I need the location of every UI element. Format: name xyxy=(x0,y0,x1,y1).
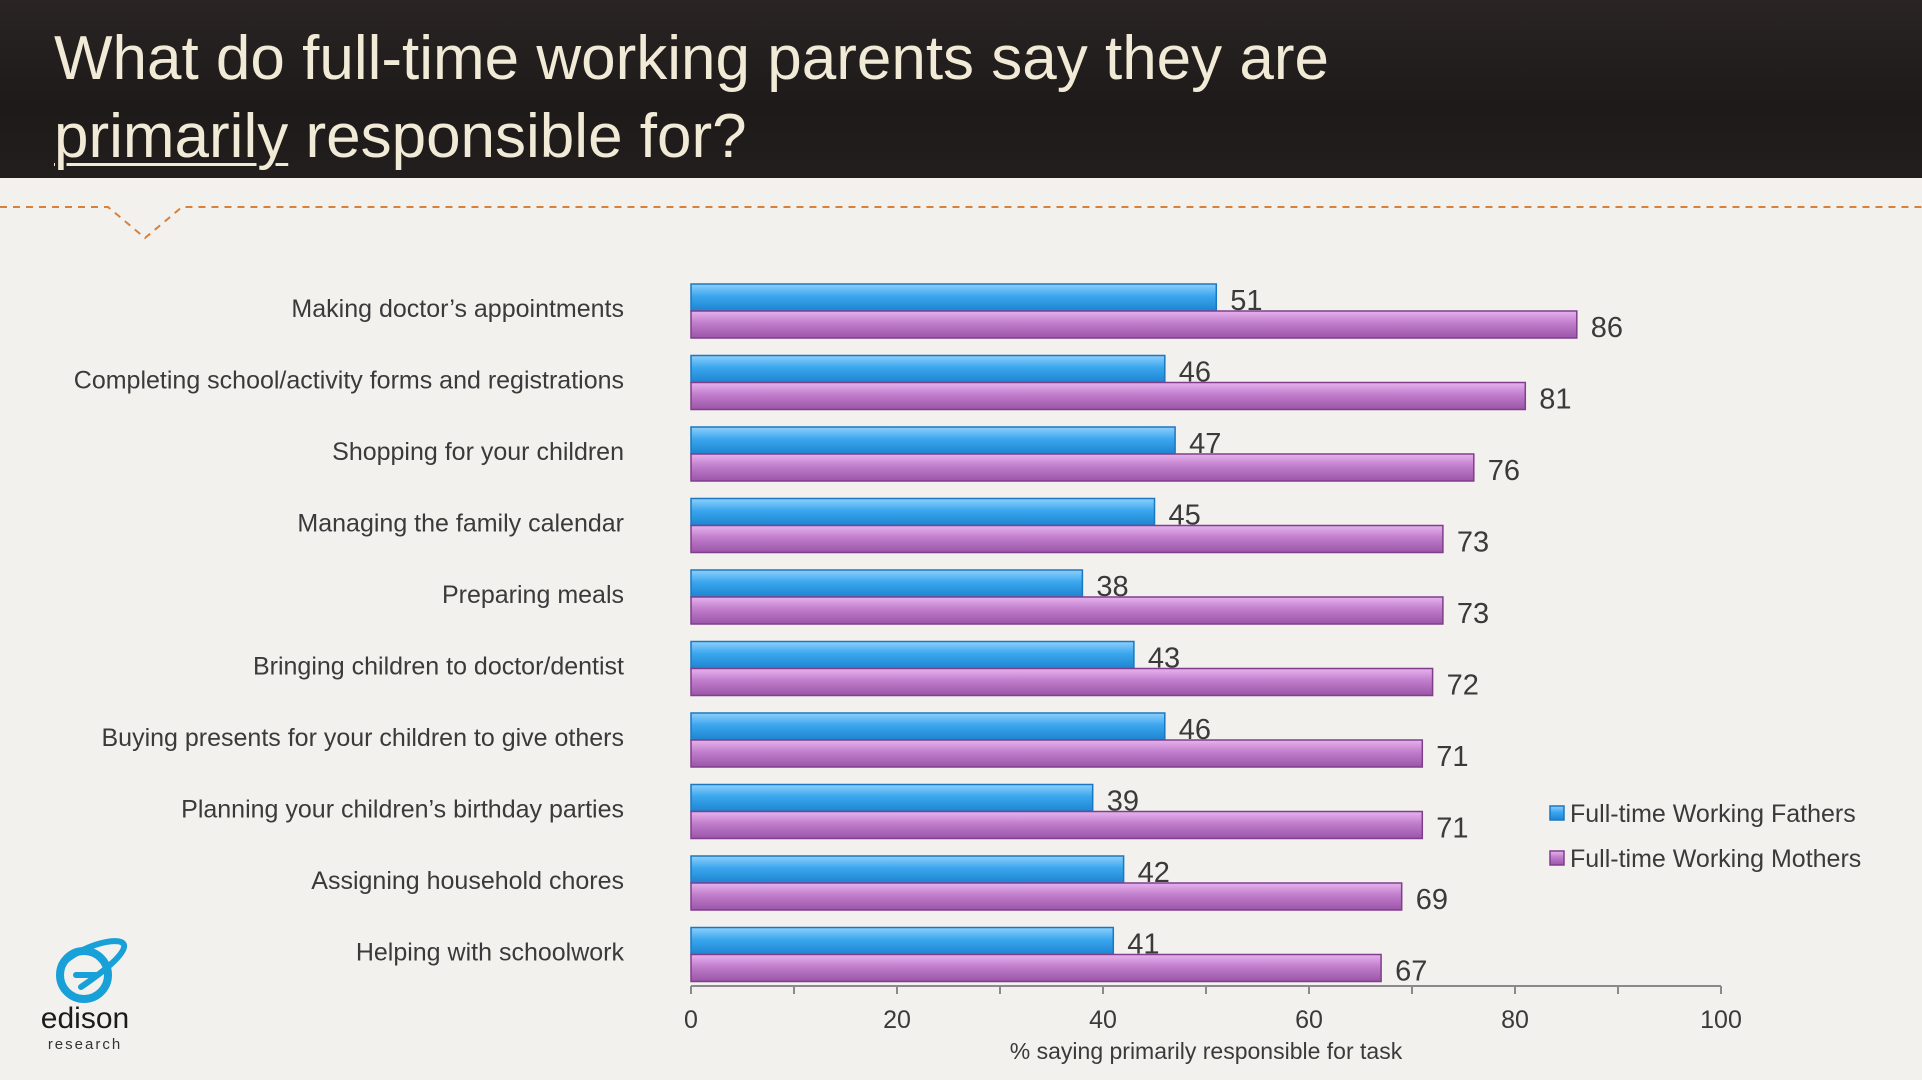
bar-fathers xyxy=(690,855,1125,884)
dashed-divider xyxy=(0,206,1922,240)
data-label: 43 xyxy=(1148,643,1180,675)
bar-fathers xyxy=(690,926,1115,956)
category-label: Buying presents for your children to giv… xyxy=(102,724,625,752)
data-label: 72 xyxy=(1447,670,1479,702)
data-label: 39 xyxy=(1107,786,1139,818)
slide-title: What do full-time working parents say th… xyxy=(54,20,1554,176)
title-bar: What do full-time working parents say th… xyxy=(0,0,1922,178)
bar-fathers xyxy=(690,497,1156,527)
bar-mothers xyxy=(690,381,1527,411)
legend-label: Full-time Working Mothers xyxy=(1570,845,1861,873)
bar-mothers xyxy=(690,596,1444,625)
bar-mothers xyxy=(690,310,1578,339)
data-label: 73 xyxy=(1457,527,1489,559)
bar-mothers xyxy=(690,810,1424,840)
data-label: 73 xyxy=(1457,598,1489,630)
data-label: 71 xyxy=(1436,741,1468,773)
bar-fathers xyxy=(690,640,1135,670)
legend-swatch-mothers xyxy=(1549,850,1565,866)
edison-logo-icon xyxy=(56,938,128,1003)
logo-wordmark: edison xyxy=(40,1002,130,1035)
legend-swatch-fathers xyxy=(1549,805,1565,821)
bar-chart: Making doctor’s appointments Completing s… xyxy=(74,283,1861,1064)
legend-label: Full-time Working Fathers xyxy=(1570,800,1856,828)
category-label: Bringing children to doctor/dentist xyxy=(253,653,624,681)
logo-subtext: research xyxy=(47,1036,123,1053)
x-tick-label: 80 xyxy=(1501,1006,1529,1034)
x-tick-label: 0 xyxy=(684,1006,698,1034)
data-label: 45 xyxy=(1169,500,1201,532)
data-label: 71 xyxy=(1436,813,1468,845)
category-label: Shopping for your children xyxy=(332,438,624,466)
bar-fathers xyxy=(690,569,1084,598)
category-label: Preparing meals xyxy=(442,581,624,609)
data-label: 67 xyxy=(1395,956,1427,988)
bar-fathers xyxy=(690,783,1094,813)
x-tick-label: 60 xyxy=(1295,1006,1323,1034)
bar-mothers xyxy=(690,882,1403,911)
title-rest: responsible for? xyxy=(288,102,747,171)
data-label: 41 xyxy=(1127,929,1159,961)
category-label: Planning your children’s birthday partie… xyxy=(181,796,624,824)
bar-mothers xyxy=(690,953,1382,983)
category-label: Completing school/activity forms and reg… xyxy=(74,367,624,395)
bar-fathers xyxy=(690,426,1176,455)
data-label: 86 xyxy=(1591,312,1623,344)
x-tick-label: 100 xyxy=(1700,1006,1742,1034)
bar-fathers xyxy=(690,354,1166,384)
data-label: 51 xyxy=(1230,285,1262,317)
bar-mothers xyxy=(690,667,1434,697)
data-label: 46 xyxy=(1179,357,1211,389)
x-tick-label: 20 xyxy=(883,1006,911,1034)
data-label: 47 xyxy=(1189,428,1221,460)
category-label: Making doctor’s appointments xyxy=(291,295,624,323)
x-axis-title: % saying primarily responsible for task xyxy=(1010,1038,1403,1064)
data-label: 42 xyxy=(1138,857,1170,889)
data-label: 81 xyxy=(1539,384,1571,416)
x-tick-label: 40 xyxy=(1089,1006,1117,1034)
bar-mothers xyxy=(690,524,1444,554)
data-label: 38 xyxy=(1096,571,1128,603)
bar-fathers xyxy=(690,712,1166,741)
title-line-1: What do full-time working parents say th… xyxy=(54,24,1329,93)
title-underlined-word: primarily xyxy=(54,102,289,171)
category-label: Managing the family calendar xyxy=(297,510,624,538)
bar-fathers xyxy=(690,283,1218,312)
data-label: 69 xyxy=(1416,884,1448,916)
data-label: 76 xyxy=(1488,455,1520,487)
category-label: Assigning household chores xyxy=(311,867,624,895)
bar-mothers xyxy=(690,453,1475,482)
data-label: 46 xyxy=(1179,714,1211,746)
bar-mothers xyxy=(690,739,1424,768)
category-label: Helping with schoolwork xyxy=(356,939,625,967)
